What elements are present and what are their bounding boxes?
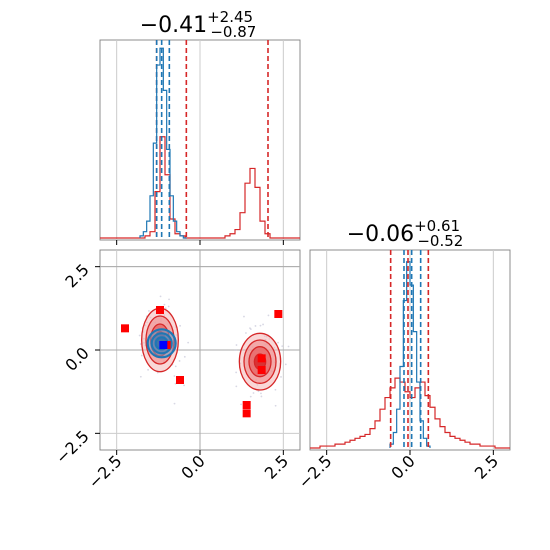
sample-point (139, 375, 142, 378)
sample-point (187, 341, 190, 344)
sample-point (280, 376, 282, 378)
histogram-red (310, 377, 510, 449)
marker-red (156, 306, 164, 314)
sample-point (147, 368, 149, 371)
sample-point (281, 345, 284, 348)
y-tick-label: 0.0 (61, 343, 92, 374)
marker-red (242, 401, 251, 409)
x-tick-label: −2.5 (295, 451, 336, 492)
sample-point (163, 303, 166, 306)
marker-red (257, 366, 266, 374)
y-tick-label: 2.5 (61, 260, 92, 291)
sample-point (148, 310, 150, 312)
sample-point (287, 345, 290, 348)
sample-point (235, 344, 238, 346)
sample-point (249, 327, 251, 330)
sample-point (259, 324, 262, 327)
sample-point (173, 402, 176, 405)
sample-point (252, 392, 255, 394)
marker-red (274, 310, 283, 318)
sample-point (173, 375, 176, 377)
title-value: −0.06 (347, 222, 414, 247)
panel-titles: −0.41+2.45 −0.87 −0.06+0.61 −0.52 (140, 8, 464, 250)
sample-point (235, 385, 238, 388)
sample-point (240, 403, 242, 406)
sample-point (257, 390, 260, 393)
sample-point (262, 323, 264, 326)
x-tick-label: 0.0 (177, 451, 208, 482)
sample-point (179, 324, 182, 327)
sample-point (249, 395, 252, 398)
sample-point (284, 363, 287, 366)
x-tick-label: 0.0 (387, 451, 418, 482)
sample-point (234, 349, 237, 351)
sample-point (260, 395, 263, 398)
sample-point (243, 315, 245, 318)
sample-point (178, 360, 181, 362)
sample-point (183, 384, 185, 387)
histogram-red (100, 136, 300, 239)
sample-point (235, 371, 238, 374)
marker-blue (159, 341, 168, 349)
sample-point (174, 365, 177, 368)
sample-point (274, 388, 277, 391)
sample-point (267, 314, 270, 317)
histogram-x-panel (99, 39, 301, 245)
y-tick-label: −2.5 (52, 427, 93, 468)
marker-red (257, 354, 266, 363)
x-tick-label: −2.5 (85, 451, 126, 492)
histogram-y-panel: −2.5 0.0 2.5 (295, 249, 511, 492)
histogram-x-title: −0.41+2.45 −0.87 (140, 8, 257, 41)
title-upper-error: +2.45 (207, 8, 253, 26)
sample-point (277, 341, 279, 344)
marker-red (242, 409, 251, 418)
histogram-blue (139, 47, 187, 239)
contour-scatter-panel: −2.5 0.0 2.5 −2.5 0.0 2.5 (52, 249, 301, 492)
title-value: −0.41 (140, 13, 207, 38)
sample-point (168, 298, 170, 301)
sample-point (260, 392, 262, 395)
histogram-blue (389, 261, 431, 448)
sample-point (167, 305, 170, 308)
title-upper-error: +0.61 (414, 217, 460, 235)
title-lower-error: −0.87 (210, 23, 256, 41)
sample-point (245, 332, 247, 334)
sample-point (174, 382, 177, 385)
marker-red (176, 376, 184, 384)
title-lower-error: −0.52 (417, 232, 463, 250)
sample-point (254, 325, 257, 327)
sample-point (164, 307, 167, 310)
sample-point (140, 354, 143, 357)
marker-red (121, 324, 129, 333)
x-tick-label: 2.5 (261, 451, 292, 482)
sample-point (138, 334, 141, 337)
sample-point (183, 355, 186, 358)
x-tick-label: 2.5 (471, 451, 502, 482)
histogram-y-title: −0.06+0.61 −0.52 (347, 217, 464, 250)
sample-point (274, 404, 277, 407)
sample-point (159, 295, 162, 298)
sample-point (156, 371, 159, 374)
